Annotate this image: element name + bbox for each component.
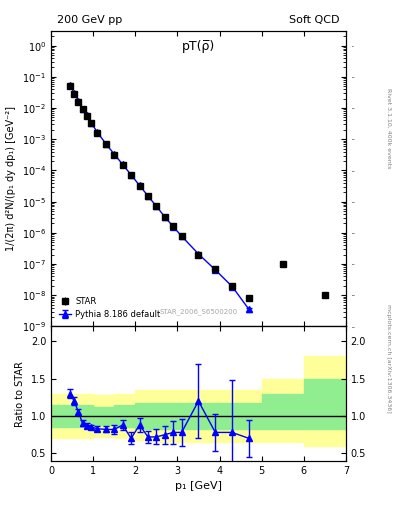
Text: mcplots.cern.ch [arXiv:1306.3436]: mcplots.cern.ch [arXiv:1306.3436] bbox=[386, 304, 391, 413]
Text: 200 GeV pp: 200 GeV pp bbox=[57, 15, 122, 25]
Y-axis label: Ratio to STAR: Ratio to STAR bbox=[15, 360, 25, 426]
Legend: STAR, Pythia 8.186 default: STAR, Pythia 8.186 default bbox=[55, 293, 164, 322]
Text: Soft QCD: Soft QCD bbox=[290, 15, 340, 25]
Text: Rivet 3.1.10, 400k events: Rivet 3.1.10, 400k events bbox=[386, 88, 391, 168]
X-axis label: p₁ [GeV]: p₁ [GeV] bbox=[175, 481, 222, 491]
Text: pT(ρ̅): pT(ρ̅) bbox=[182, 39, 215, 53]
Text: STAR_2006_S6500200: STAR_2006_S6500200 bbox=[160, 308, 237, 314]
Y-axis label: 1/(2π) d²N/(p₁ dy dp₁) [GeV⁻²]: 1/(2π) d²N/(p₁ dy dp₁) [GeV⁻²] bbox=[6, 106, 17, 251]
